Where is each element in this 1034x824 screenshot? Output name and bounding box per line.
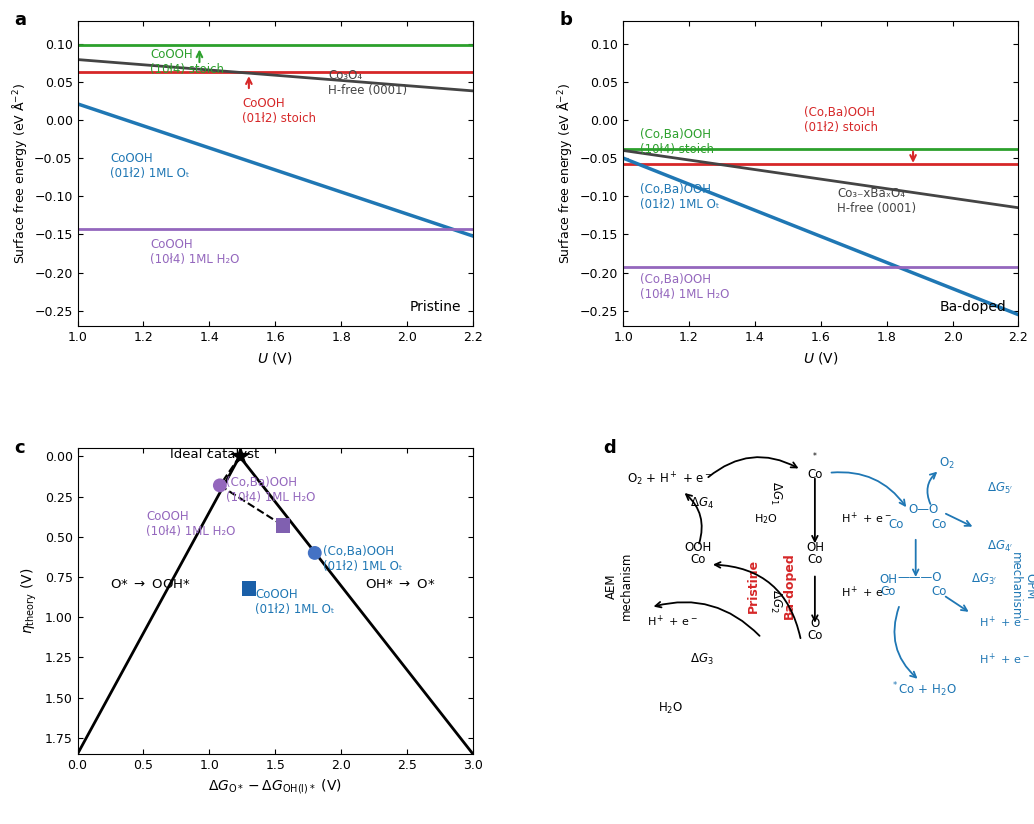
Text: Pristine: Pristine — [409, 300, 461, 314]
Text: H$^+$ + e$^-$: H$^+$ + e$^-$ — [979, 615, 1030, 630]
Text: Co: Co — [691, 553, 706, 566]
Text: (Co,Ba)OOH
(01ł2) 1ML Oₜ: (Co,Ba)OOH (01ł2) 1ML Oₜ — [640, 183, 719, 211]
Text: b: b — [559, 12, 573, 30]
X-axis label: $U$ (V): $U$ (V) — [803, 349, 839, 366]
Text: CoOOH
(10ł4) stoich: CoOOH (10ł4) stoich — [150, 48, 224, 76]
Text: (Co,Ba)OOH
(10ł4) stoich: (Co,Ba)OOH (10ł4) stoich — [640, 128, 713, 156]
Text: O—O: O—O — [909, 503, 939, 516]
Text: $\Delta G_{4'}$: $\Delta G_{4'}$ — [986, 539, 1013, 554]
Text: Ba-doped: Ba-doped — [783, 553, 796, 620]
Text: Ba-doped: Ba-doped — [940, 300, 1007, 314]
Text: Co₃O₄
H-free (0001): Co₃O₄ H-free (0001) — [328, 69, 407, 97]
Text: Co: Co — [880, 585, 895, 598]
Text: (Co,Ba)OOH
(10ł4) 1ML H₂O: (Co,Ba)OOH (10ł4) 1ML H₂O — [640, 273, 729, 301]
Text: $\Delta G_{3'}$: $\Delta G_{3'}$ — [971, 572, 997, 588]
Text: CoOOH
(10ł4) 1ML H₂O: CoOOH (10ł4) 1ML H₂O — [146, 509, 236, 537]
Text: Ideal catalyst: Ideal catalyst — [170, 448, 260, 461]
Text: OPM
mechanism: OPM mechanism — [1008, 552, 1034, 620]
Text: CoOOH
(01ł2) 1ML Oₜ: CoOOH (01ł2) 1ML Oₜ — [255, 588, 335, 616]
Text: Co: Co — [808, 468, 823, 481]
Point — [306, 546, 323, 559]
Text: OH: OH — [879, 573, 898, 586]
Text: OH: OH — [805, 541, 824, 554]
Text: O* $\rightarrow$ OOH*: O* $\rightarrow$ OOH* — [111, 578, 191, 592]
Text: H$^+$ + e$^-$: H$^+$ + e$^-$ — [647, 613, 698, 629]
Text: OOH: OOH — [685, 541, 711, 554]
Text: $\Delta G_{5'}$: $\Delta G_{5'}$ — [986, 480, 1013, 496]
Text: $\Delta G_3$: $\Delta G_3$ — [691, 652, 714, 667]
Text: OH* $\rightarrow$ O*: OH* $\rightarrow$ O* — [365, 578, 435, 592]
Y-axis label: $\eta_{\mathrm{theory}}$ (V): $\eta_{\mathrm{theory}}$ (V) — [20, 568, 39, 634]
Text: Co: Co — [932, 585, 947, 598]
Text: CoOOH
(01ł2) stoich: CoOOH (01ł2) stoich — [242, 97, 316, 125]
Y-axis label: Surface free energy (eV Å$^{-2}$): Surface free energy (eV Å$^{-2}$) — [555, 83, 574, 264]
Text: d: d — [604, 439, 616, 457]
Text: H$_2$O: H$_2$O — [658, 700, 683, 716]
Y-axis label: Surface free energy (eV Å$^{-2}$): Surface free energy (eV Å$^{-2}$) — [9, 83, 29, 264]
Text: H$^+$ + e$^-$: H$^+$ + e$^-$ — [979, 652, 1030, 667]
Text: Co: Co — [932, 518, 947, 531]
Text: $\Delta G_2$: $\Delta G_2$ — [768, 589, 783, 613]
Text: CoOOH
(01ł2) 1ML Oₜ: CoOOH (01ł2) 1ML Oₜ — [111, 152, 190, 180]
Text: Pristine: Pristine — [748, 559, 760, 613]
Text: O$_2$: O$_2$ — [940, 456, 955, 471]
Text: $^*$Co + H$_2$O: $^*$Co + H$_2$O — [890, 681, 956, 699]
Text: H$^+$ + e$^-$: H$^+$ + e$^-$ — [841, 511, 891, 527]
X-axis label: $\Delta G_{\mathrm{O*}} - \Delta G_{\mathrm{OH(l)*}}$ (V): $\Delta G_{\mathrm{O*}} - \Delta G_{\mat… — [208, 777, 342, 796]
Text: (Co,Ba)OOH
(10ł4) 1ML H₂O: (Co,Ba)OOH (10ł4) 1ML H₂O — [226, 475, 315, 503]
Text: ———O: ———O — [898, 571, 942, 584]
X-axis label: $U$ (V): $U$ (V) — [257, 349, 293, 366]
Text: Co: Co — [808, 553, 823, 566]
Text: c: c — [14, 439, 25, 457]
Text: CoOOH
(10ł4) 1ML H₂O: CoOOH (10ł4) 1ML H₂O — [150, 238, 240, 266]
Text: a: a — [14, 12, 26, 30]
Text: $^*$: $^*$ — [812, 452, 819, 462]
Text: $\Delta G_4$: $\Delta G_4$ — [691, 496, 714, 511]
Point — [275, 519, 292, 532]
Text: $\Delta G_1$: $\Delta G_1$ — [768, 481, 783, 504]
Text: Co₃₋xBaₓO₄
H-free (0001): Co₃₋xBaₓO₄ H-free (0001) — [838, 187, 916, 215]
Text: O$_2$ + H$^+$ + e$^-$: O$_2$ + H$^+$ + e$^-$ — [627, 471, 713, 488]
Point — [212, 479, 229, 492]
Text: O: O — [811, 617, 820, 630]
Text: Co: Co — [888, 518, 904, 531]
Text: H$_2$O: H$_2$O — [754, 512, 778, 526]
Text: H$^+$ + e$^-$: H$^+$ + e$^-$ — [841, 584, 891, 600]
Text: Co: Co — [808, 630, 823, 643]
Text: (Co,Ba)OOH
(01ł2) stoich: (Co,Ba)OOH (01ł2) stoich — [804, 106, 878, 134]
Text: AEM
mechanism: AEM mechanism — [605, 552, 633, 620]
Text: (Co,Ba)OOH
(01ł2) 1ML Oₜ: (Co,Ba)OOH (01ł2) 1ML Oₜ — [323, 545, 402, 573]
Point — [241, 582, 257, 595]
